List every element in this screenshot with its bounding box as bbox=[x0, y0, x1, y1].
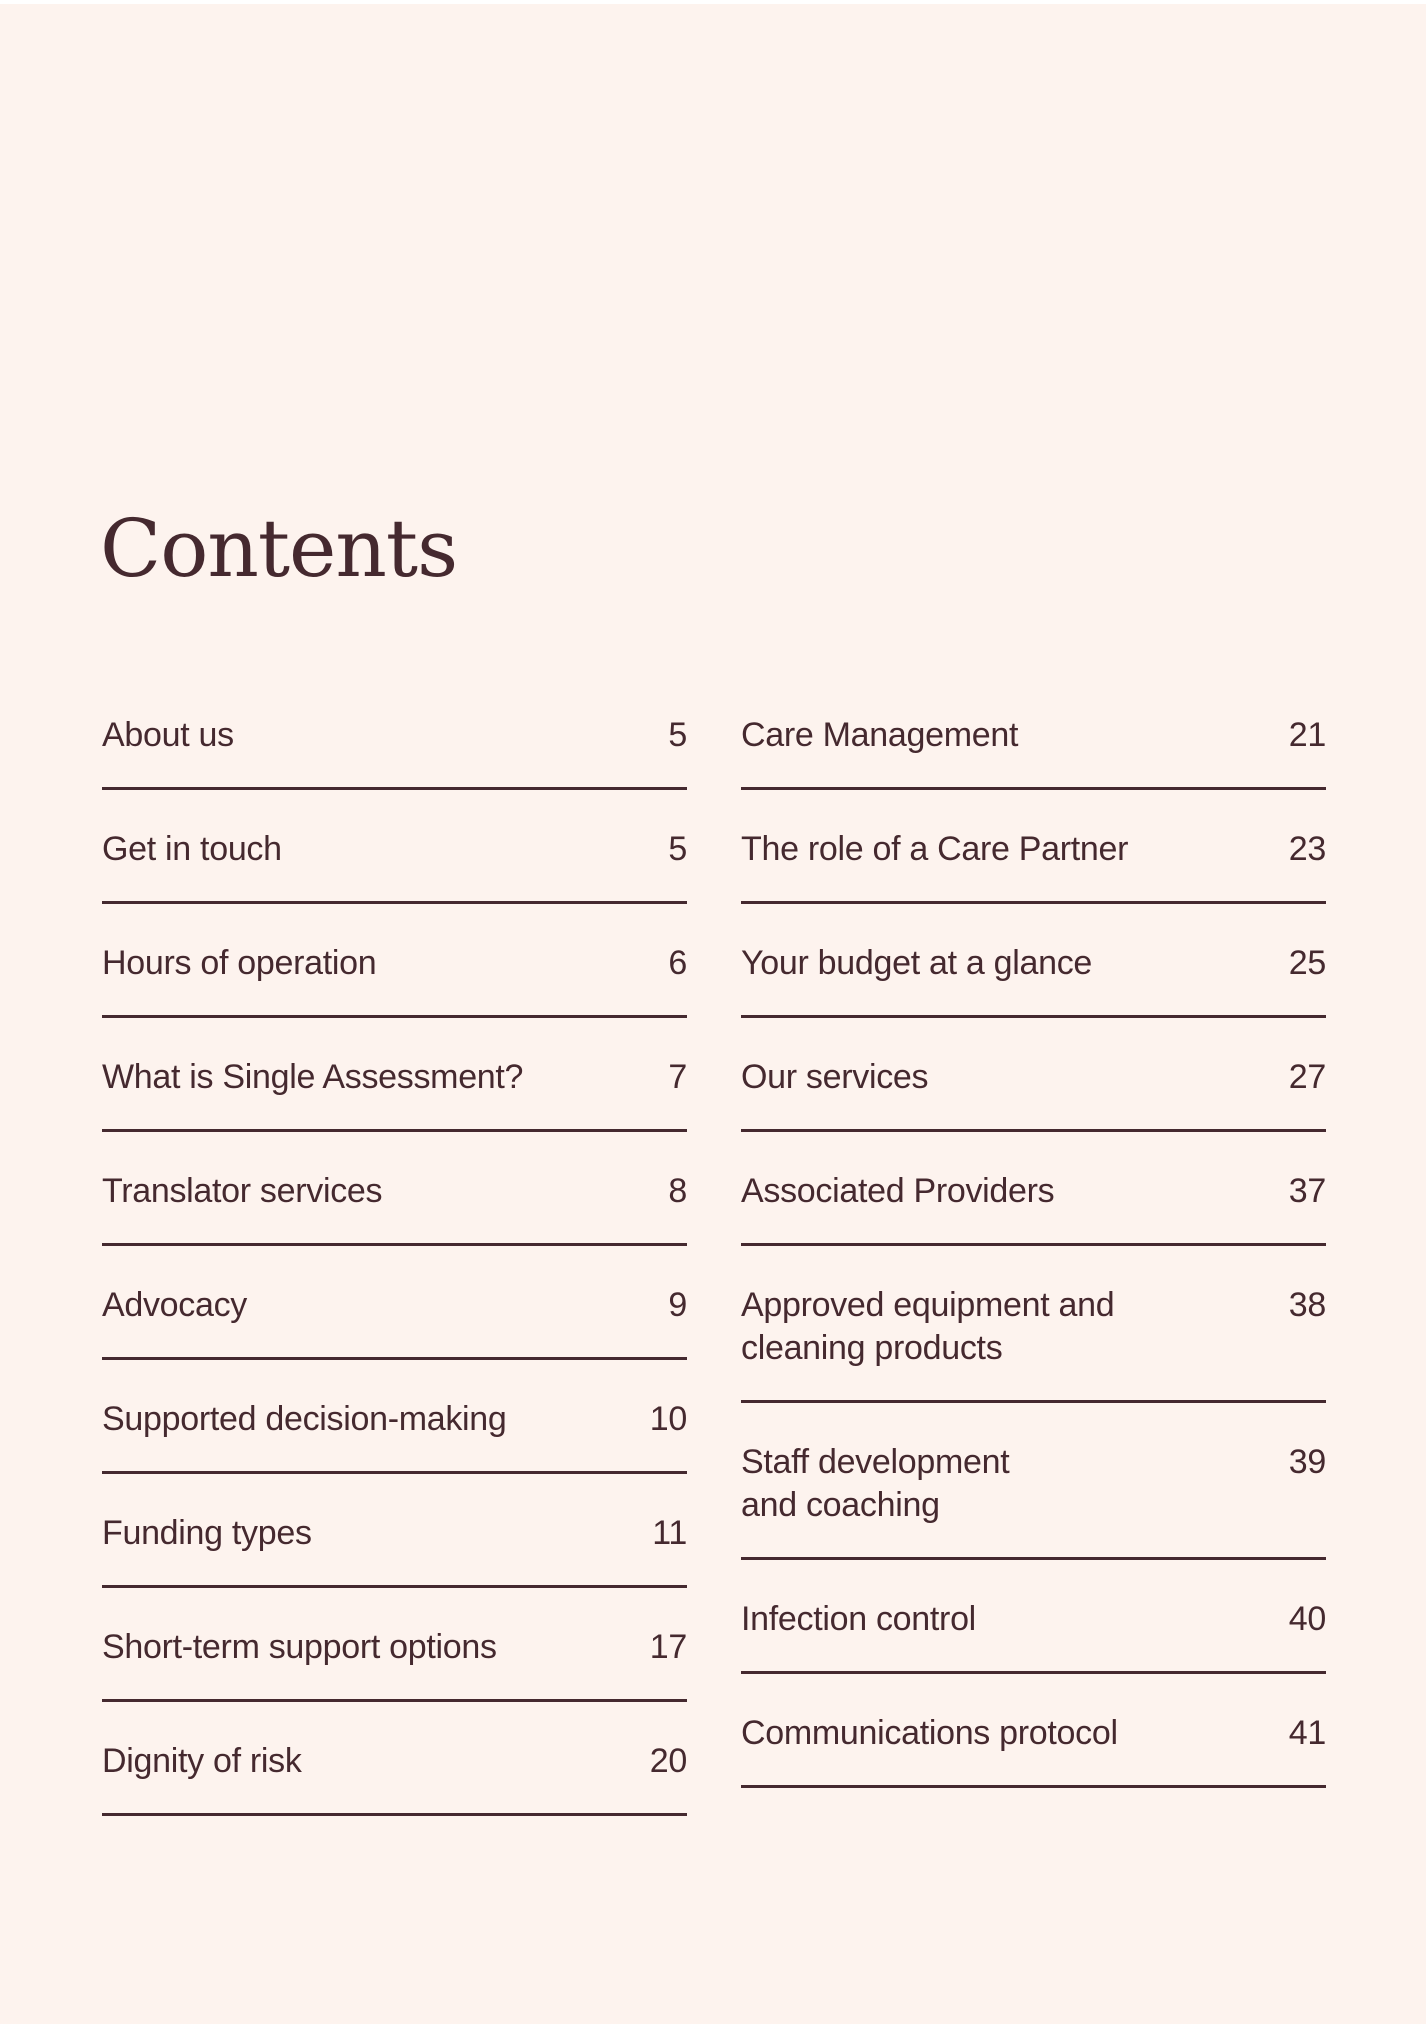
toc-entry[interactable]: Your budget at a glance 25 bbox=[741, 904, 1326, 1018]
toc-entry-page-number: 23 bbox=[1288, 830, 1327, 868]
toc-entry-page-number: 17 bbox=[649, 1628, 688, 1666]
toc-left-column: About us 5 Get in touch 5 Hours of operation… bbox=[102, 676, 687, 1816]
contents-page: Contents About us 5 Get in touch 5 Hours of … bbox=[0, 4, 1426, 2024]
toc-entry-page-number: 41 bbox=[1288, 1714, 1327, 1752]
toc-entry[interactable]: Translator services 8 bbox=[102, 1132, 687, 1246]
toc-entry-title: Staff development and coaching bbox=[741, 1443, 1010, 1524]
toc-entry[interactable]: Our services 27 bbox=[741, 1018, 1326, 1132]
toc-entry-title: Translator services bbox=[102, 1172, 383, 1210]
toc-entry-title: Advocacy bbox=[102, 1286, 248, 1324]
toc-entry-page-number: 9 bbox=[668, 1286, 687, 1324]
toc-entry[interactable]: Supported decision-making 10 bbox=[102, 1360, 687, 1474]
toc-entry-title: Short-term support options bbox=[102, 1628, 497, 1666]
toc-entry-title: About us bbox=[102, 716, 234, 754]
toc-entry[interactable]: Infection control 40 bbox=[741, 1560, 1326, 1674]
toc-entry[interactable]: About us 5 bbox=[102, 676, 687, 790]
page-title: Contents bbox=[100, 502, 458, 595]
toc-entry-title: Your budget at a glance bbox=[741, 944, 1093, 982]
toc-entry[interactable]: Hours of operation 6 bbox=[102, 904, 687, 1018]
toc-entry-page-number: 25 bbox=[1288, 944, 1327, 982]
toc-entry-title: The role of a Care Partner bbox=[741, 830, 1129, 868]
toc-entry-page-number: 37 bbox=[1288, 1172, 1327, 1210]
toc-entry[interactable]: Communications protocol 41 bbox=[741, 1674, 1326, 1788]
toc-entry-title: Get in touch bbox=[102, 830, 282, 868]
toc-entry-title: Infection control bbox=[741, 1600, 976, 1638]
toc-entry[interactable]: Get in touch 5 bbox=[102, 790, 687, 904]
toc-entry-title: Our services bbox=[741, 1058, 929, 1096]
toc-right-column: Care Management 21 The role of a Care Part… bbox=[741, 676, 1326, 1788]
toc-entry-page-number: 5 bbox=[668, 830, 687, 868]
toc-entry-title: Communications protocol bbox=[741, 1714, 1118, 1752]
toc-entry-title: Supported decision-making bbox=[102, 1400, 507, 1438]
toc-entry-page-number: 5 bbox=[668, 716, 687, 754]
toc-entry-title: What is Single Assessment? bbox=[102, 1058, 524, 1096]
toc-entry-page-number: 10 bbox=[649, 1400, 688, 1438]
toc-entry[interactable]: Advocacy 9 bbox=[102, 1246, 687, 1360]
toc-entry[interactable]: Short-term support options 17 bbox=[102, 1588, 687, 1702]
toc-entry[interactable]: The role of a Care Partner 23 bbox=[741, 790, 1326, 904]
toc-entry-page-number: 38 bbox=[1288, 1286, 1327, 1324]
toc-entry-page-number: 11 bbox=[652, 1514, 687, 1552]
toc-entry-page-number: 7 bbox=[668, 1058, 687, 1096]
toc-entry[interactable]: Funding types 11 bbox=[102, 1474, 687, 1588]
toc-entry-page-number: 20 bbox=[649, 1742, 688, 1780]
toc-entry[interactable]: Associated Providers 37 bbox=[741, 1132, 1326, 1246]
toc-entry-title: Funding types bbox=[102, 1514, 312, 1552]
toc-entry-title: Associated Providers bbox=[741, 1172, 1055, 1210]
toc-entry-title: Care Management bbox=[741, 716, 1019, 754]
toc-entry-title: Dignity of risk bbox=[102, 1742, 302, 1780]
toc-entry-page-number: 27 bbox=[1288, 1058, 1327, 1096]
toc-entry[interactable]: Dignity of risk 20 bbox=[102, 1702, 687, 1816]
toc-entry-page-number: 39 bbox=[1288, 1443, 1327, 1481]
toc-entry[interactable]: Staff development and coaching 39 bbox=[741, 1403, 1326, 1560]
toc-entry-page-number: 40 bbox=[1288, 1600, 1327, 1638]
toc-entry-title: Approved equipment and cleaning products bbox=[741, 1286, 1115, 1367]
toc-entry-page-number: 21 bbox=[1288, 716, 1327, 754]
toc-entry[interactable]: What is Single Assessment? 7 bbox=[102, 1018, 687, 1132]
toc-entry-page-number: 6 bbox=[668, 944, 687, 982]
toc-entry[interactable]: Approved equipment and cleaning products… bbox=[741, 1246, 1326, 1403]
toc-entry-title: Hours of operation bbox=[102, 944, 377, 982]
toc-entry-page-number: 8 bbox=[668, 1172, 687, 1210]
toc-entry[interactable]: Care Management 21 bbox=[741, 676, 1326, 790]
